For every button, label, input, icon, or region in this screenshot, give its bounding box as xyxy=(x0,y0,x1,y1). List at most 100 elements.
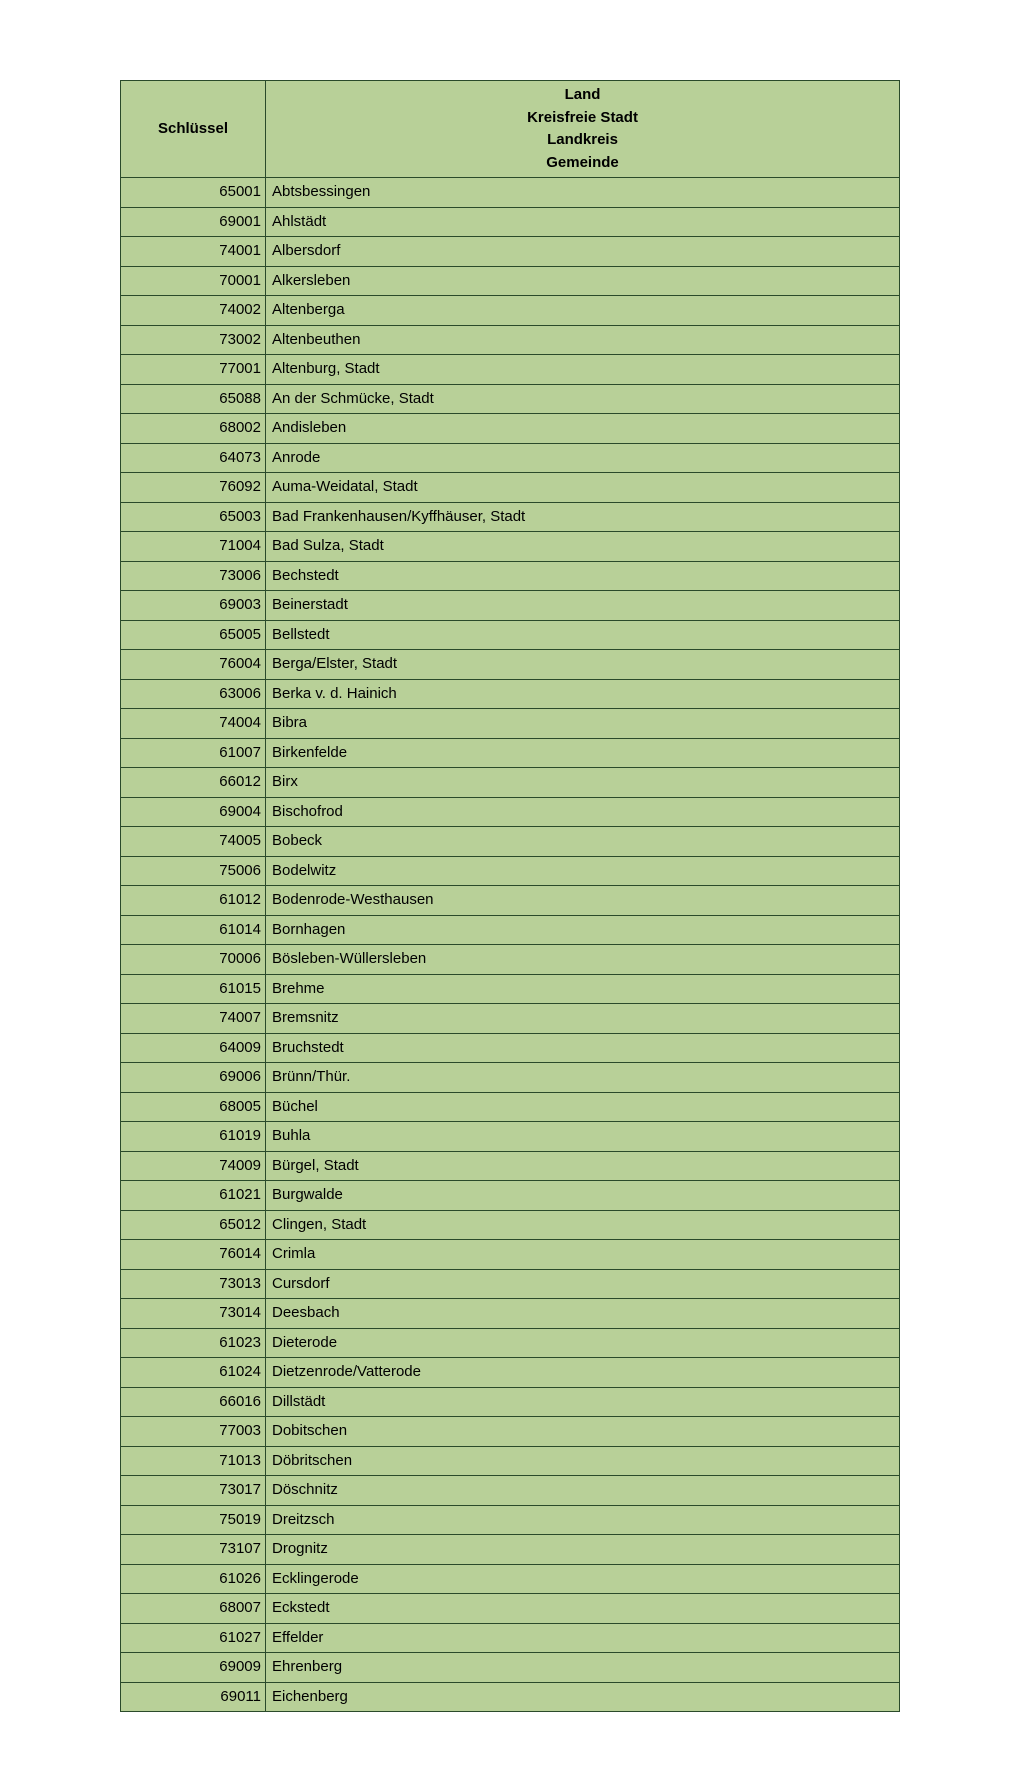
name-cell: Auma-Weidatal, Stadt xyxy=(266,473,900,503)
table-row: 70006Bösleben-Wüllersleben xyxy=(121,945,900,975)
name-cell: Andisleben xyxy=(266,414,900,444)
schlussel-header: Schlüssel xyxy=(121,81,266,178)
name-cell: Drognitz xyxy=(266,1535,900,1565)
schlussel-cell: 65012 xyxy=(121,1210,266,1240)
name-cell: Burgwalde xyxy=(266,1181,900,1211)
name-cell: Bobeck xyxy=(266,827,900,857)
name-cell: Bischofrod xyxy=(266,797,900,827)
schlussel-cell: 68002 xyxy=(121,414,266,444)
schlussel-cell: 66016 xyxy=(121,1387,266,1417)
name-cell: Birkenfelde xyxy=(266,738,900,768)
schlussel-cell: 77001 xyxy=(121,355,266,385)
schlussel-cell: 73013 xyxy=(121,1269,266,1299)
table-row: 74009Bürgel, Stadt xyxy=(121,1151,900,1181)
schlussel-cell: 74005 xyxy=(121,827,266,857)
schlussel-cell: 69003 xyxy=(121,591,266,621)
schlussel-cell: 61007 xyxy=(121,738,266,768)
table-row: 65003Bad Frankenhausen/Kyffhäuser, Stadt xyxy=(121,502,900,532)
name-cell: Bornhagen xyxy=(266,915,900,945)
schlussel-cell: 74002 xyxy=(121,296,266,326)
schlussel-cell: 74009 xyxy=(121,1151,266,1181)
table-row: 74005Bobeck xyxy=(121,827,900,857)
schlussel-cell: 71004 xyxy=(121,532,266,562)
name-cell: Dietzenrode/Vatterode xyxy=(266,1358,900,1388)
name-cell: Abtsbessingen xyxy=(266,178,900,208)
schlussel-cell: 65088 xyxy=(121,384,266,414)
table-row: 73006Bechstedt xyxy=(121,561,900,591)
table-row: 73107Drognitz xyxy=(121,1535,900,1565)
table-row: 61007Birkenfelde xyxy=(121,738,900,768)
name-cell: Birx xyxy=(266,768,900,798)
schlussel-cell: 61015 xyxy=(121,974,266,1004)
gemeinde-table: Schlüssel Land Kreisfreie Stadt Landkrei… xyxy=(120,80,900,1712)
table-row: 74007Bremsnitz xyxy=(121,1004,900,1034)
name-cell: Effelder xyxy=(266,1623,900,1653)
name-cell: Bürgel, Stadt xyxy=(266,1151,900,1181)
name-cell: Ahlstädt xyxy=(266,207,900,237)
schlussel-cell: 75019 xyxy=(121,1505,266,1535)
schlussel-cell: 71013 xyxy=(121,1446,266,1476)
schlussel-cell: 73107 xyxy=(121,1535,266,1565)
table-row: 61014Bornhagen xyxy=(121,915,900,945)
table-row: 69004Bischofrod xyxy=(121,797,900,827)
name-cell: Deesbach xyxy=(266,1299,900,1329)
schlussel-cell: 61019 xyxy=(121,1122,266,1152)
name-cell: Ehrenberg xyxy=(266,1653,900,1683)
table-row: 74004Bibra xyxy=(121,709,900,739)
schlussel-cell: 73014 xyxy=(121,1299,266,1329)
table-row: 68005Büchel xyxy=(121,1092,900,1122)
name-cell: Altenbeuthen xyxy=(266,325,900,355)
name-cell: Albersdorf xyxy=(266,237,900,267)
name-cell: Bodelwitz xyxy=(266,856,900,886)
name-cell: Bellstedt xyxy=(266,620,900,650)
table-row: 61019Buhla xyxy=(121,1122,900,1152)
name-cell: Dreitzsch xyxy=(266,1505,900,1535)
name-cell: Ecklingerode xyxy=(266,1564,900,1594)
schlussel-cell: 61021 xyxy=(121,1181,266,1211)
schlussel-cell: 73006 xyxy=(121,561,266,591)
schlussel-cell: 61014 xyxy=(121,915,266,945)
table-row: 71004Bad Sulza, Stadt xyxy=(121,532,900,562)
table-row: 69001Ahlstädt xyxy=(121,207,900,237)
name-cell: Beinerstadt xyxy=(266,591,900,621)
name-cell: Alkersleben xyxy=(266,266,900,296)
table-row: 69009Ehrenberg xyxy=(121,1653,900,1683)
schlussel-cell: 69009 xyxy=(121,1653,266,1683)
table-row: 68007Eckstedt xyxy=(121,1594,900,1624)
name-cell: Bruchstedt xyxy=(266,1033,900,1063)
table-row: 61023Dieterode xyxy=(121,1328,900,1358)
table-row: 73013Cursdorf xyxy=(121,1269,900,1299)
table-row: 61026Ecklingerode xyxy=(121,1564,900,1594)
table-row: 61012Bodenrode-Westhausen xyxy=(121,886,900,916)
table-row: 65088An der Schmücke, Stadt xyxy=(121,384,900,414)
schlussel-cell: 74007 xyxy=(121,1004,266,1034)
table-row: 61024Dietzenrode/Vatterode xyxy=(121,1358,900,1388)
table-row: 74001Albersdorf xyxy=(121,237,900,267)
table-row: 69006Brünn/Thür. xyxy=(121,1063,900,1093)
table-row: 68002Andisleben xyxy=(121,414,900,444)
schlussel-cell: 69001 xyxy=(121,207,266,237)
table-row: 76014Crimla xyxy=(121,1240,900,1270)
name-cell: Berga/Elster, Stadt xyxy=(266,650,900,680)
schlussel-cell: 76014 xyxy=(121,1240,266,1270)
name-cell: Buhla xyxy=(266,1122,900,1152)
schlussel-cell: 74004 xyxy=(121,709,266,739)
header-row: Schlüssel Land Kreisfreie Stadt Landkrei… xyxy=(121,81,900,178)
schlussel-cell: 64009 xyxy=(121,1033,266,1063)
name-cell: Bösleben-Wüllersleben xyxy=(266,945,900,975)
schlussel-cell: 75006 xyxy=(121,856,266,886)
header-gemeinde: Gemeinde xyxy=(272,152,893,175)
table-row: 76092Auma-Weidatal, Stadt xyxy=(121,473,900,503)
name-cell: Dillstädt xyxy=(266,1387,900,1417)
name-cell: Cursdorf xyxy=(266,1269,900,1299)
name-cell: Dieterode xyxy=(266,1328,900,1358)
name-cell: Crimla xyxy=(266,1240,900,1270)
table-row: 66012Birx xyxy=(121,768,900,798)
table-row: 65005Bellstedt xyxy=(121,620,900,650)
schlussel-cell: 76004 xyxy=(121,650,266,680)
table-row: 61027Effelder xyxy=(121,1623,900,1653)
table-row: 77001Altenburg, Stadt xyxy=(121,355,900,385)
table-row: 61021Burgwalde xyxy=(121,1181,900,1211)
schlussel-cell: 65003 xyxy=(121,502,266,532)
table-header: Schlüssel Land Kreisfreie Stadt Landkrei… xyxy=(121,81,900,178)
